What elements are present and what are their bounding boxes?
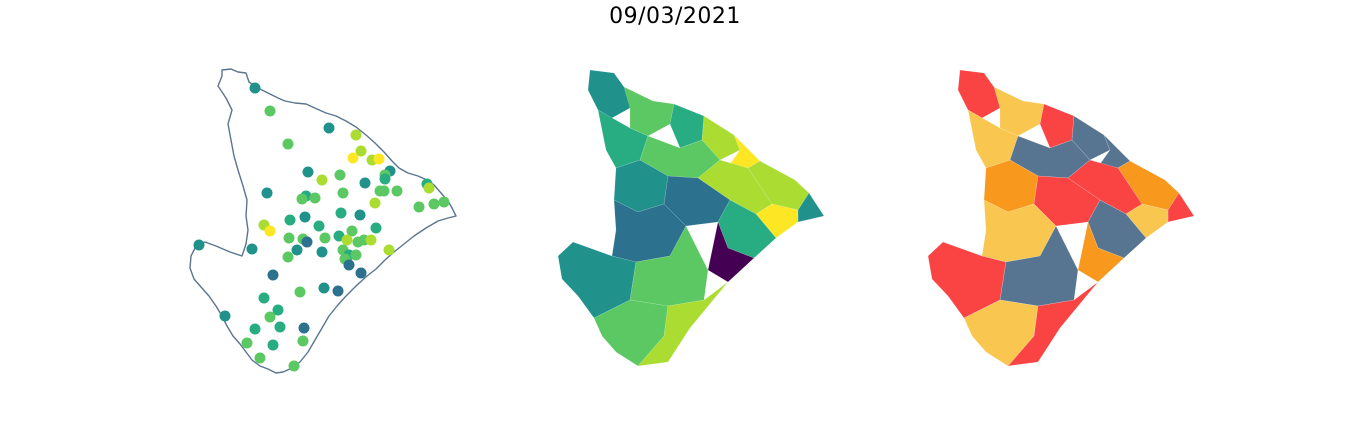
points-map	[189, 68, 457, 374]
station-point	[335, 207, 347, 219]
station-point	[413, 201, 425, 213]
station-point	[343, 259, 355, 271]
station-point	[297, 335, 309, 347]
class-region	[1125, 203, 1169, 239]
class-region	[1077, 221, 1125, 283]
choropleth-region	[755, 203, 799, 239]
station-point	[264, 225, 276, 237]
station-point	[264, 105, 276, 117]
station-point	[370, 222, 382, 234]
station-point	[249, 323, 261, 335]
station-point	[438, 196, 450, 208]
station-point	[241, 337, 253, 349]
state-outline	[189, 68, 457, 374]
station-point	[298, 322, 310, 334]
station-point	[294, 286, 306, 298]
station-point	[350, 249, 362, 261]
station-point	[309, 192, 321, 204]
class-region	[1007, 281, 1099, 367]
station-point	[219, 310, 231, 322]
class-region	[993, 86, 1045, 137]
station-point	[383, 244, 395, 256]
station-point	[369, 197, 381, 209]
station-point	[264, 311, 276, 323]
station-point	[316, 246, 328, 258]
station-point	[354, 209, 366, 221]
station-point	[267, 339, 279, 351]
station-point	[316, 174, 328, 186]
station-point	[346, 225, 358, 237]
station-point	[274, 321, 286, 333]
station-point	[391, 185, 403, 197]
station-point	[359, 177, 371, 189]
map-title: 09/03/2021	[609, 4, 741, 29]
station-point	[258, 292, 270, 304]
station-point	[347, 152, 359, 164]
station-point	[313, 220, 325, 232]
station-point	[288, 360, 300, 372]
station-point	[267, 269, 279, 281]
station-point	[323, 122, 335, 134]
station-point	[318, 282, 330, 294]
station-point	[332, 285, 344, 297]
station-point	[337, 187, 349, 199]
station-point	[301, 236, 313, 248]
class-region	[1071, 115, 1111, 161]
station-point	[261, 187, 273, 199]
choropleth-region	[701, 115, 741, 161]
station-point	[282, 251, 294, 263]
station-point	[246, 243, 258, 255]
station-point	[350, 129, 362, 141]
choropleth-region	[637, 281, 729, 367]
choropleth-region	[623, 86, 675, 137]
choropleth-map	[557, 69, 825, 367]
station-point	[296, 193, 308, 205]
station-point	[378, 185, 390, 197]
station-point	[193, 239, 205, 251]
station-point	[423, 182, 435, 194]
station-point	[334, 169, 346, 181]
station-point	[379, 173, 391, 185]
station-point	[341, 234, 353, 246]
station-point	[355, 145, 367, 157]
station-point	[291, 244, 303, 256]
choropleth-region	[707, 221, 755, 283]
station-point	[428, 198, 440, 210]
station-point	[365, 234, 377, 246]
station-point	[283, 232, 295, 244]
station-point	[284, 214, 296, 226]
class-map	[927, 69, 1195, 367]
station-point	[249, 82, 261, 94]
station-point	[282, 138, 294, 150]
station-point	[373, 153, 385, 165]
station-point	[254, 352, 266, 364]
station-point	[319, 232, 331, 244]
station-point	[299, 211, 311, 223]
station-point	[272, 304, 284, 316]
station-point	[302, 166, 314, 178]
station-point	[355, 267, 367, 279]
